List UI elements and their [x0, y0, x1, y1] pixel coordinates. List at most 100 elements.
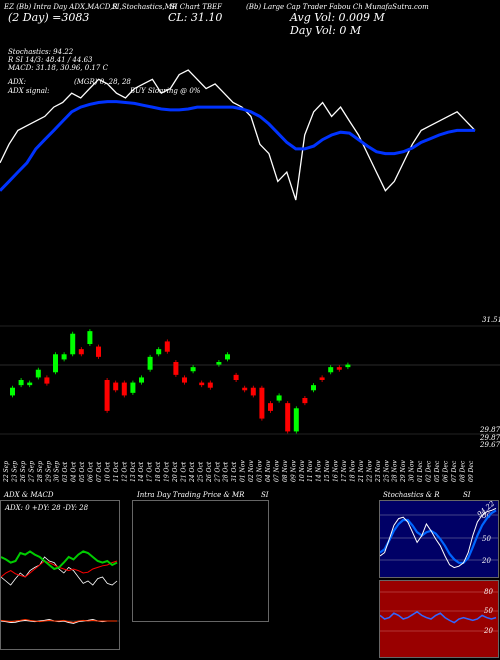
- rsi-panel: 80 50 20: [379, 580, 499, 658]
- plus-di-line: [1, 550, 118, 571]
- close-label: CL: 31.10: [168, 11, 223, 24]
- stoch-text: Stochastics: 94.22: [8, 48, 74, 56]
- candle: [53, 354, 58, 373]
- date-tick: 09 Dec: [468, 460, 475, 482]
- candle: [311, 385, 316, 391]
- price-high-label: 31.51: [482, 316, 500, 324]
- candle: [190, 367, 196, 372]
- date-tick: 23 Sep: [11, 461, 18, 483]
- date-tick: 18 Nov: [349, 460, 356, 482]
- date-tick: 14 Oct: [138, 461, 145, 482]
- date-tick: 16 Nov: [333, 460, 340, 482]
- date-tick: 30 Nov: [409, 460, 416, 482]
- date-tick: 22 Nov: [366, 460, 373, 483]
- candle: [130, 382, 136, 393]
- adx-line: [1, 556, 118, 586]
- candle: [61, 354, 67, 360]
- date-tick: 03 Nov: [257, 460, 264, 482]
- candle: [276, 395, 282, 401]
- date-tick: 15 Nov: [324, 460, 331, 482]
- date-tick: 17 Oct: [147, 461, 154, 482]
- date-tick: 14 Nov: [316, 460, 323, 482]
- price-lines: [0, 69, 476, 201]
- date-tick: 02 Dec: [426, 460, 433, 482]
- date-tick: 28 Oct: [223, 461, 230, 483]
- candle: [147, 356, 153, 370]
- stoch-panel: 80 50 20 94.22: [379, 499, 499, 578]
- price-chart: 22 Sep 23 Sep 26 Sep 27 Sep 28 Sep 29 Sep 30 S…: [0, 69, 500, 483]
- stoch-level-20: 20: [482, 557, 491, 565]
- adx-text: ADX:: [8, 78, 27, 86]
- date-tick: 12 Oct: [121, 461, 128, 482]
- candle: [173, 362, 179, 375]
- candle: [70, 333, 76, 355]
- date-tick: 03 Oct: [62, 461, 69, 482]
- stoch-level-50: 50: [482, 535, 491, 543]
- date-tick: 09 Nov: [290, 460, 297, 482]
- candle: [18, 380, 24, 386]
- header-indicators: SI,Stochastics,MR: [112, 3, 178, 11]
- candle: [207, 382, 213, 388]
- candle: [345, 364, 351, 368]
- date-tick: 04 Oct: [71, 461, 78, 482]
- date-tick: 27 Oct: [214, 461, 221, 483]
- date-tick: 10 Oct: [104, 461, 111, 482]
- date-tick: 06 Dec: [442, 460, 449, 482]
- date-tick: 28 Sep: [37, 461, 44, 483]
- date-tick: 07 Dec: [451, 460, 458, 482]
- intra-panel-si: SI: [261, 491, 269, 499]
- candles: [10, 329, 351, 434]
- candle: [216, 362, 222, 365]
- stoch-chart: [380, 507, 498, 569]
- date-tick: 17 Nov: [341, 460, 348, 482]
- day-label: (2 Day) =3083: [8, 11, 90, 24]
- adx-signal-text: ADX signal:: [8, 87, 50, 95]
- date-tick: 23 Nov: [375, 460, 382, 483]
- date-tick: 29 Sep: [45, 461, 52, 483]
- date-tick: 11 Nov: [307, 460, 314, 482]
- candle: [336, 367, 342, 370]
- date-tick: 29 Nov: [400, 460, 407, 483]
- candle: [35, 369, 41, 378]
- candle: [10, 387, 15, 396]
- header-ticker: EZ (Bb) Intra Day ADX,MACD,R: [4, 3, 118, 11]
- rsi-chart: [380, 591, 498, 632]
- candle: [199, 382, 205, 386]
- adx-readout: ADX: 0 +DY: 28 -DY: 28: [5, 504, 89, 512]
- date-tick: 25 Oct: [197, 461, 204, 483]
- date-tick: 01 Nov: [240, 460, 247, 482]
- date-tick: 18 Oct: [155, 461, 162, 482]
- date-tick: 21 Oct: [180, 461, 187, 483]
- date-tick: 19 Oct: [164, 461, 171, 482]
- date-tick: 08 Dec: [459, 460, 466, 482]
- candle: [27, 382, 33, 386]
- date-tick: 28 Nov: [392, 460, 399, 483]
- date-tick: 05 Dec: [434, 460, 441, 482]
- date-tick: 01 Dec: [417, 460, 424, 482]
- avg-vol-label: Avg Vol: 0.009 M: [290, 11, 385, 24]
- date-tick: 05 Oct: [79, 461, 86, 482]
- date-tick: 25 Nov: [383, 460, 390, 483]
- date-tick: 24 Oct: [189, 461, 196, 483]
- date-tick: 27 Sep: [28, 461, 35, 483]
- price-low-label-3: 29.67: [480, 441, 500, 449]
- date-axis: 22 Sep 23 Sep 26 Sep 27 Sep 28 Sep 29 Sep 30 S…: [3, 460, 475, 483]
- date-tick: 20 Oct: [172, 461, 179, 483]
- candle: [164, 341, 170, 352]
- candle: [233, 374, 239, 380]
- date-tick: 21 Nov: [358, 460, 365, 483]
- candle: [259, 387, 265, 419]
- candle: [78, 349, 84, 355]
- date-tick: 07 Oct: [96, 461, 103, 482]
- day-vol-label: Day Vol: 0 M: [290, 24, 362, 37]
- intra-panel-title: Intra Day Trading Price & MR: [137, 491, 245, 499]
- macd-signal-line: [1, 618, 117, 624]
- price-low-label-1: 29.87: [480, 426, 500, 434]
- adx-panel: ADX: 0 +DY: 28 -DY: 28: [0, 500, 120, 650]
- date-tick: 31 Oct: [231, 461, 238, 482]
- candle: [87, 331, 93, 344]
- candle: [242, 387, 248, 391]
- rsi-line: [380, 610, 497, 624]
- date-tick: 13 Oct: [130, 461, 137, 482]
- candle: [293, 408, 299, 432]
